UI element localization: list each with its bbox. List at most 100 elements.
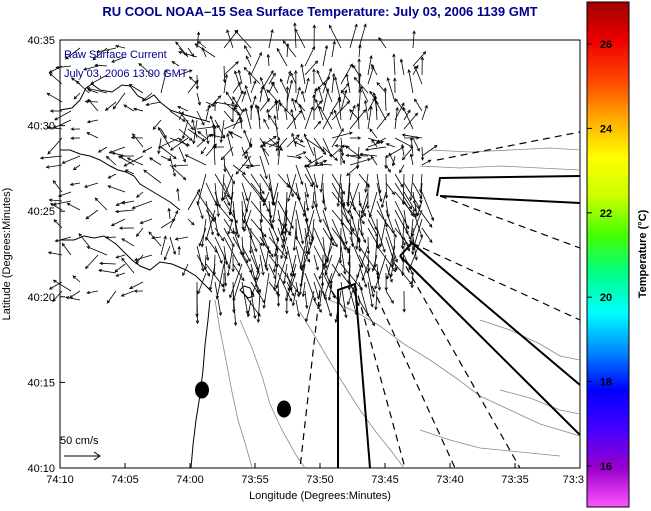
current-vector — [304, 60, 319, 76]
current-vector — [57, 191, 72, 198]
current-vector — [290, 108, 297, 130]
current-vector — [412, 51, 427, 67]
colorbar-tick-label: 26 — [600, 39, 612, 51]
current-vector — [263, 118, 270, 130]
current-vector — [178, 128, 193, 141]
current-vector — [241, 218, 263, 247]
current-vector — [250, 79, 257, 94]
current-vector — [214, 119, 226, 139]
current-vector — [259, 97, 270, 112]
current-vector — [228, 191, 234, 216]
current-vector — [104, 101, 117, 111]
current-vector — [132, 133, 144, 148]
current-vector — [331, 218, 347, 251]
current-vector — [178, 50, 198, 58]
current-vector — [238, 116, 243, 130]
current-vector — [370, 155, 378, 166]
current-vector — [209, 133, 225, 139]
current-vector — [169, 155, 176, 178]
current-vector — [49, 72, 63, 85]
current-vector — [277, 272, 293, 303]
current-vector — [241, 191, 249, 213]
current-vector — [318, 245, 333, 280]
current-vector — [277, 136, 281, 157]
current-vector — [304, 173, 314, 188]
current-vector — [188, 76, 198, 85]
current-vector — [291, 97, 297, 112]
current-vector — [231, 100, 235, 120]
current-vector — [205, 104, 211, 121]
current-vector — [276, 47, 288, 67]
current-vector — [171, 61, 180, 67]
current-vector — [277, 99, 281, 112]
current-vector — [322, 191, 327, 212]
current-vector — [374, 254, 387, 290]
current-vector — [244, 45, 252, 58]
current-vector — [314, 98, 324, 121]
current-vector — [223, 218, 235, 235]
current-vector — [244, 84, 252, 103]
current-vector — [148, 231, 162, 247]
current-vector — [340, 209, 355, 232]
current-vector — [248, 227, 253, 255]
current-vector — [149, 157, 162, 166]
current-vector — [303, 133, 315, 157]
current-vector — [386, 245, 396, 280]
current-vector — [353, 76, 369, 94]
current-vector — [323, 81, 333, 103]
current-vector — [318, 281, 324, 308]
current-vector — [323, 272, 333, 299]
current-vector — [45, 164, 63, 169]
current-vector — [260, 144, 270, 166]
site-marker-east — [277, 400, 291, 418]
current-vector — [251, 272, 261, 297]
current-vector — [160, 235, 167, 256]
current-vector — [364, 146, 387, 152]
colorbar-tick-label: 24 — [600, 123, 613, 135]
current-vector — [394, 98, 405, 112]
current-vector — [412, 137, 420, 152]
current-vector — [412, 200, 433, 228]
current-vector — [214, 227, 225, 242]
current-vector — [302, 200, 306, 218]
current-vector — [288, 200, 297, 236]
x-tick-label: 74:00 — [176, 474, 204, 486]
current-vector — [316, 69, 324, 85]
current-vector — [349, 200, 365, 225]
current-vector — [394, 218, 406, 247]
current-vector — [313, 254, 319, 271]
current-vector — [271, 191, 279, 224]
current-vector — [340, 137, 345, 157]
current-vector — [291, 132, 297, 148]
current-vector — [360, 200, 369, 219]
current-vector — [369, 128, 378, 139]
current-vector — [376, 227, 386, 253]
current-vector — [287, 173, 297, 203]
current-vector — [241, 182, 249, 202]
current-vector — [313, 137, 327, 156]
current-vector — [358, 43, 362, 58]
current-vector — [367, 272, 375, 298]
coastline-hook — [239, 285, 255, 299]
current-vector — [301, 90, 306, 103]
current-vector — [178, 137, 189, 148]
current-vector — [272, 254, 279, 292]
current-vector — [304, 290, 315, 323]
current-vector — [375, 137, 387, 144]
current-vector — [232, 272, 243, 302]
current-vector — [223, 182, 232, 201]
current-vector — [197, 131, 207, 139]
current-vector — [87, 88, 99, 94]
current-vector — [75, 80, 90, 94]
current-vector — [250, 51, 262, 76]
current-vector — [304, 209, 312, 246]
current-vector — [295, 151, 307, 157]
current-vector — [399, 164, 405, 174]
current-vector — [135, 227, 144, 237]
sst-contours — [214, 147, 581, 469]
current-vector — [349, 158, 372, 166]
current-vector — [104, 235, 117, 240]
current-vector — [401, 173, 406, 206]
current-vector — [336, 173, 342, 208]
colorbar-tick-label: 22 — [600, 208, 612, 220]
